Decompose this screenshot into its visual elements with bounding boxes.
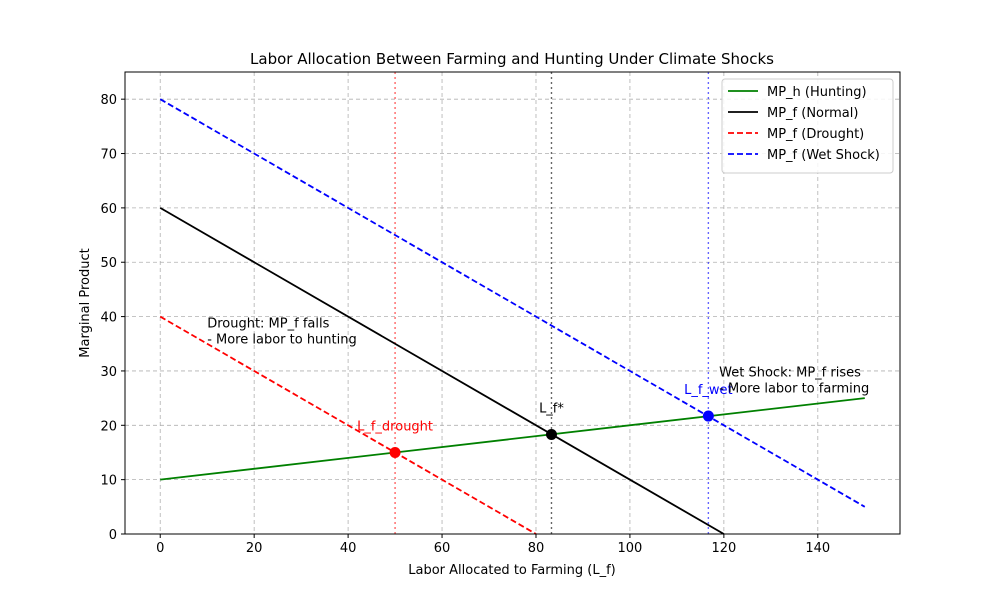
x-tick-label: 100 bbox=[618, 541, 643, 556]
x-tick-label: 40 bbox=[340, 541, 357, 556]
point-label: L_f_drought bbox=[357, 419, 433, 434]
point-label: L_f* bbox=[539, 402, 564, 417]
annotation-text: - More labor to hunting bbox=[207, 332, 357, 347]
intersection-point bbox=[389, 446, 401, 458]
annotation-text: Drought: MP_f falls bbox=[207, 316, 329, 331]
y-tick-label: 70 bbox=[100, 148, 117, 163]
legend-box bbox=[721, 78, 894, 174]
annotations: Drought: MP_f falls- More labor to hunti… bbox=[207, 316, 869, 396]
intersection-point bbox=[702, 410, 714, 422]
x-axis-ticks: 0 20 40 60 80 100 120 140 bbox=[156, 534, 830, 556]
x-tick-label: 60 bbox=[434, 541, 451, 556]
series-line bbox=[159, 98, 866, 508]
annotation-text: Wet Shock: MP_f rises bbox=[719, 365, 861, 380]
legend-entry: MP_f (Normal) bbox=[767, 106, 858, 121]
annotation-text: - More labor to farming bbox=[719, 381, 869, 396]
series-line bbox=[159, 315, 537, 535]
y-axis-label: Marginal Product bbox=[78, 248, 93, 357]
x-axis-label: Labor Allocated to Farming (L_f) bbox=[408, 563, 615, 578]
series-line bbox=[160, 397, 865, 481]
y-tick-label: 80 bbox=[100, 93, 117, 108]
y-tick-label: 60 bbox=[100, 202, 117, 217]
y-tick-label: 50 bbox=[100, 256, 117, 271]
intersection-points: L_f_drought L_f* L_f_wet bbox=[357, 383, 733, 458]
y-tick-label: 30 bbox=[100, 365, 117, 380]
y-axis-ticks: 0 10 20 30 40 50 60 70 80 bbox=[100, 93, 125, 543]
plot-frame bbox=[124, 71, 901, 535]
x-tick-label: 120 bbox=[711, 541, 736, 556]
legend-entry: MP_h (Hunting) bbox=[767, 85, 867, 100]
x-tick-label: 0 bbox=[156, 541, 164, 556]
x-tick-label: 20 bbox=[246, 541, 263, 556]
legend: MP_h (Hunting) MP_f (Normal) MP_f (Drought… bbox=[721, 78, 894, 174]
series-line bbox=[159, 207, 725, 535]
y-tick-label: 20 bbox=[100, 419, 117, 434]
legend-entry: MP_f (Drought) bbox=[767, 127, 864, 142]
legend-entry: MP_f (Wet Shock) bbox=[767, 148, 880, 163]
x-tick-label: 80 bbox=[528, 541, 545, 556]
intersection-point bbox=[545, 429, 557, 441]
y-tick-label: 10 bbox=[100, 474, 117, 489]
point-label: L_f_wet bbox=[684, 383, 733, 398]
y-tick-label: 0 bbox=[109, 528, 117, 543]
chart-title: Labor Allocation Between Farming and Hun… bbox=[250, 50, 774, 68]
y-tick-label: 40 bbox=[100, 311, 117, 326]
series-lines bbox=[159, 98, 866, 535]
x-tick-label: 140 bbox=[805, 541, 830, 556]
